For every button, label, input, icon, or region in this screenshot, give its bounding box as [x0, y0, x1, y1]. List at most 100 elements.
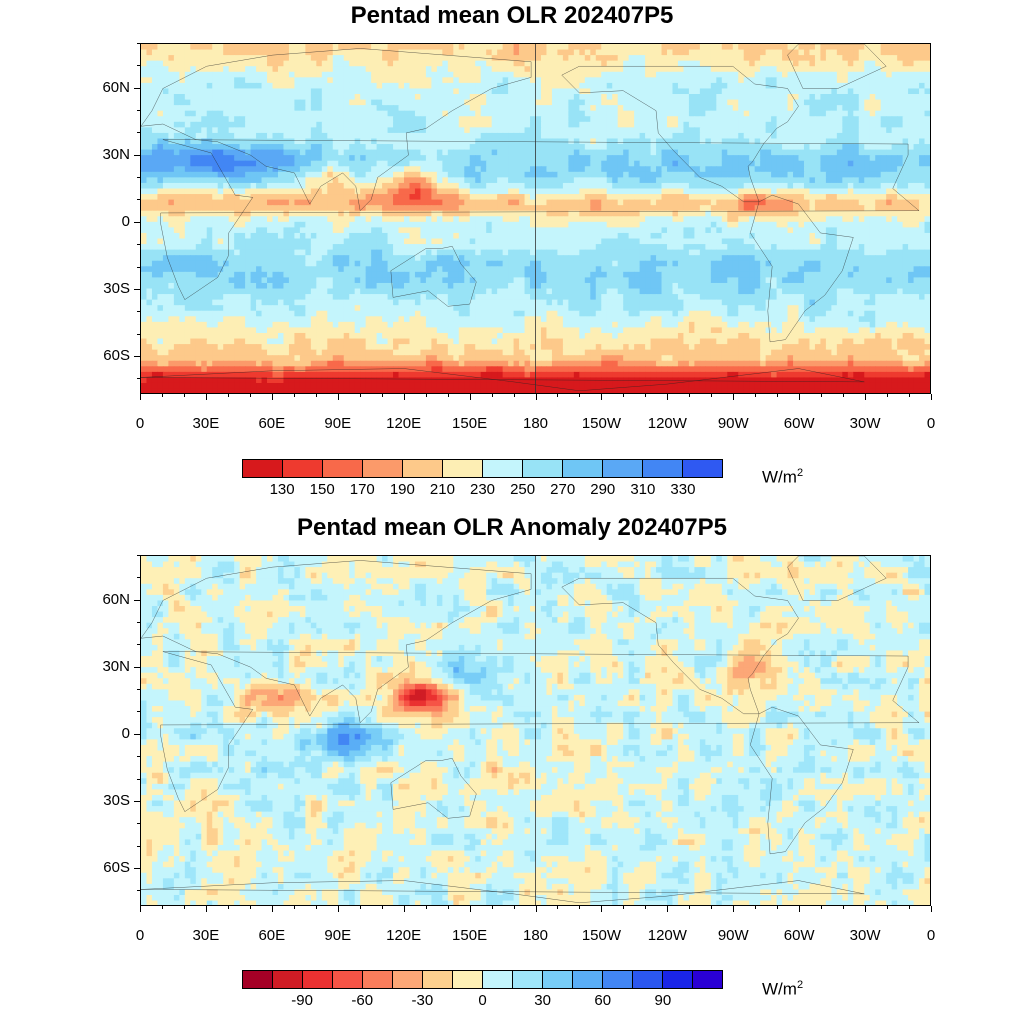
lon-tick	[205, 906, 207, 912]
lat-minor-tick	[137, 333, 140, 335]
lat-minor-tick	[137, 378, 140, 380]
lat-label: 60S	[103, 346, 130, 364]
lat-label: 0	[121, 212, 130, 230]
lon-tick	[931, 906, 932, 912]
lon-minor-tick	[909, 906, 911, 909]
lon-tick	[931, 394, 932, 400]
lon-minor-tick	[887, 906, 889, 909]
lon-minor-tick	[689, 394, 691, 397]
lon-minor-tick	[381, 394, 383, 397]
colorbar-label: 60	[594, 992, 612, 1009]
lon-label: 90W	[717, 927, 749, 944]
lat-minor-tick	[137, 266, 140, 268]
colorbar-swatch	[523, 460, 563, 477]
lon-minor-tick	[227, 394, 229, 397]
lon-label: 30W	[849, 415, 881, 432]
colorbar-label: -60	[351, 992, 374, 1009]
colorbar-swatch	[693, 971, 722, 988]
lon-minor-tick	[711, 394, 713, 397]
lon-minor-tick	[359, 394, 361, 397]
colorbar-swatch	[243, 971, 273, 988]
lat-minor-tick	[137, 311, 140, 313]
lat-label: 60N	[102, 78, 130, 96]
colorbar-swatch	[603, 971, 633, 988]
lon-minor-tick	[491, 906, 493, 909]
lon-tick	[799, 906, 801, 912]
lon-minor-tick	[359, 906, 361, 909]
lon-label: 150E	[452, 415, 488, 432]
colorbar-swatch	[603, 460, 643, 477]
lat-tick	[134, 355, 140, 357]
lon-minor-tick	[821, 906, 823, 909]
colorbar-label: -30	[411, 992, 434, 1009]
colorbar-swatch	[483, 971, 513, 988]
lat-minor-tick	[137, 845, 140, 847]
colorbar-label: 130	[269, 481, 295, 498]
lon-minor-tick	[909, 394, 911, 397]
lon-minor-tick	[161, 906, 163, 909]
field-cells	[141, 44, 930, 393]
colorbar-swatch	[363, 971, 393, 988]
colorbar-label: 330	[670, 481, 696, 498]
lon-minor-tick	[315, 394, 317, 397]
field-svg	[141, 556, 930, 905]
colorbar-swatch	[453, 971, 483, 988]
lat-label: 30S	[103, 279, 130, 297]
lon-minor-tick	[755, 394, 757, 397]
lon-tick	[337, 906, 339, 912]
lon-tick	[733, 394, 735, 400]
lon-minor-tick	[777, 906, 779, 909]
lon-minor-tick	[425, 906, 427, 909]
colorbar-swatch	[403, 460, 443, 477]
lon-minor-tick	[425, 394, 427, 397]
coastlines	[141, 556, 919, 903]
lon-label: 150W	[581, 415, 621, 432]
lon-minor-tick	[513, 906, 515, 909]
colorbar-swatch	[363, 460, 403, 477]
lon-tick	[403, 906, 405, 912]
lon-label: 60W	[783, 927, 815, 944]
colorbar-label: 0	[478, 992, 487, 1009]
colorbar-label: 150	[309, 481, 335, 498]
colorbar-swatch	[663, 971, 693, 988]
field-cells	[141, 556, 930, 905]
colorbar-swatch	[633, 971, 663, 988]
lat-minor-tick	[137, 689, 140, 691]
lon-minor-tick	[557, 906, 559, 909]
coastlines	[141, 44, 919, 391]
colorbar-swatch	[643, 460, 683, 477]
lat-minor-tick	[137, 577, 140, 579]
lon-label: 180	[522, 927, 549, 944]
lat-minor-tick	[137, 65, 140, 67]
lon-label: 90E	[324, 415, 352, 432]
lon-tick	[733, 906, 735, 912]
lat-minor-tick	[137, 132, 140, 134]
lon-label: 150E	[452, 927, 488, 944]
lon-label: 60W	[783, 415, 815, 432]
lon-minor-tick	[513, 394, 515, 397]
lon-label: 30W	[849, 927, 881, 944]
lat-minor-tick	[137, 644, 140, 646]
colorbar-label: 170	[349, 481, 375, 498]
colorbar-swatch	[683, 460, 722, 477]
lon-label: 90E	[324, 927, 352, 944]
lon-tick	[865, 394, 867, 400]
colorbar-swatch	[513, 971, 543, 988]
olr-map	[140, 43, 931, 394]
colorbar-swatch	[573, 971, 603, 988]
lat-label: 0	[121, 724, 130, 742]
lon-minor-tick	[315, 906, 317, 909]
colorbar-swatch	[243, 460, 283, 477]
lat-minor-tick	[137, 177, 140, 179]
lon-tick	[271, 906, 273, 912]
lon-minor-tick	[447, 394, 449, 397]
lat-tick	[134, 599, 140, 601]
colorbar-swatch	[483, 460, 523, 477]
lon-minor-tick	[557, 394, 559, 397]
lon-label: 0	[926, 415, 936, 432]
lon-label: 60E	[258, 927, 286, 944]
lon-label: 150W	[581, 927, 621, 944]
lon-label: 180	[522, 415, 549, 432]
lon-minor-tick	[491, 394, 493, 397]
lon-tick	[667, 394, 669, 400]
